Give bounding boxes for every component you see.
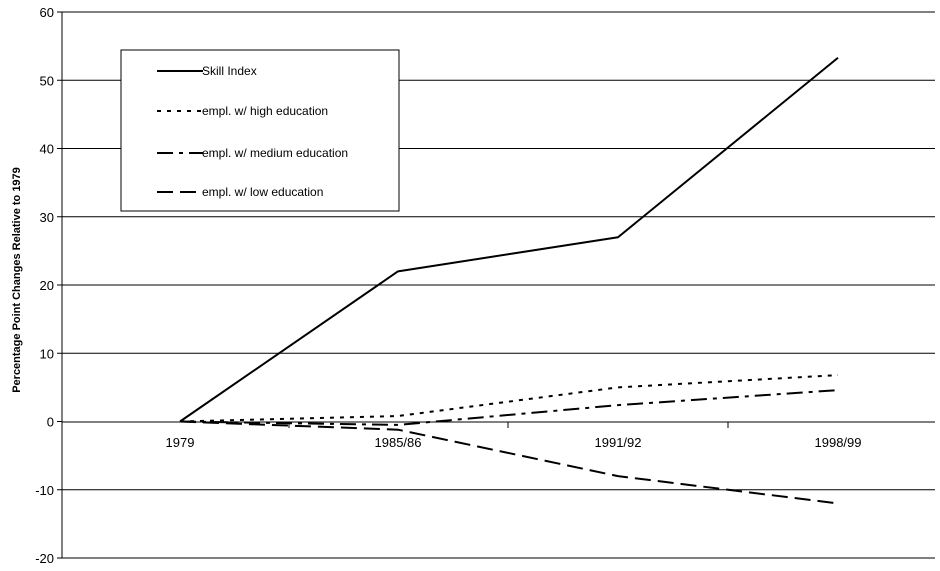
y-tick-label: 30 xyxy=(40,210,54,225)
legend-box xyxy=(120,49,400,212)
x-tick-label: 1979 xyxy=(166,435,195,450)
y-axis-title: Percentage Point Changes Relative to 197… xyxy=(11,167,23,393)
legend-label: empl. w/ high education xyxy=(202,104,328,118)
y-tick-label: -20 xyxy=(35,551,54,566)
y-tick-label: 50 xyxy=(40,73,54,88)
legend: Skill Index empl. w/ high education empl. … xyxy=(120,49,400,212)
y-tick-label: 20 xyxy=(40,278,54,293)
y-tick-label: 10 xyxy=(40,346,54,361)
series-line-0 xyxy=(179,56,839,423)
x-tick-label: 1998/99 xyxy=(815,435,862,450)
series-line-2 xyxy=(179,389,839,426)
legend-label: empl. w/ medium education xyxy=(202,146,348,160)
y-tick-label: 0 xyxy=(47,415,54,430)
x-tick-label: 1985/86 xyxy=(375,435,422,450)
y-tick-label: -10 xyxy=(35,483,54,498)
series-line-3 xyxy=(179,420,839,505)
series-lines xyxy=(179,56,839,505)
series-line-1 xyxy=(179,374,839,423)
legend-label: Skill Index xyxy=(202,64,257,78)
legend-label: empl. w/ low education xyxy=(202,185,323,199)
x-tick-label: 1991/92 xyxy=(595,435,642,450)
y-tick-label: 40 xyxy=(40,142,54,157)
axes: -20 -10 0 10 20 30 40 50 60 1979 1985/86 1991/92 199… xyxy=(35,5,935,566)
y-tick-label: 60 xyxy=(40,5,54,20)
